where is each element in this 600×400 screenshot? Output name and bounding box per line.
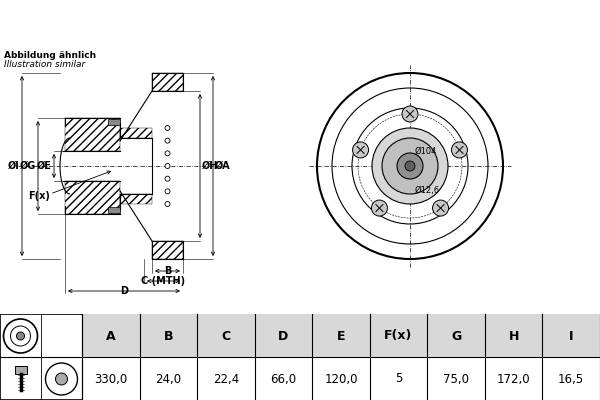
Text: 22,4: 22,4: [213, 372, 239, 386]
Circle shape: [165, 151, 170, 156]
Circle shape: [405, 161, 415, 171]
Text: Ø104: Ø104: [415, 147, 437, 156]
Circle shape: [165, 202, 170, 206]
Circle shape: [56, 373, 67, 385]
Bar: [65, 118, 120, 151]
Text: Abbildung ähnlich: Abbildung ähnlich: [4, 51, 96, 60]
Circle shape: [17, 332, 25, 340]
Bar: [65, 181, 120, 214]
Text: D: D: [278, 330, 289, 342]
Text: 16,5: 16,5: [558, 372, 584, 386]
Bar: [120, 128, 152, 138]
Text: F(x): F(x): [385, 330, 413, 342]
Circle shape: [372, 128, 448, 204]
Circle shape: [382, 138, 438, 194]
Circle shape: [451, 142, 467, 158]
Circle shape: [371, 200, 388, 216]
Text: A: A: [106, 330, 116, 342]
Circle shape: [165, 189, 170, 194]
Bar: [14, 366, 26, 374]
Text: E: E: [337, 330, 345, 342]
Text: G: G: [451, 330, 461, 342]
Circle shape: [315, 71, 505, 261]
Text: ØI: ØI: [8, 161, 20, 171]
Text: H: H: [508, 330, 519, 342]
Bar: [82, 314, 600, 357]
Text: Illustration similar: Illustration similar: [4, 60, 85, 69]
Text: F(x): F(x): [28, 191, 50, 201]
Text: 66,0: 66,0: [271, 372, 296, 386]
Bar: [108, 119, 120, 125]
Text: 330,0: 330,0: [94, 372, 127, 386]
Circle shape: [165, 176, 170, 181]
Circle shape: [165, 126, 170, 130]
Bar: [152, 73, 183, 91]
Text: C (MTH): C (MTH): [142, 276, 185, 286]
Bar: [120, 194, 152, 204]
Text: I: I: [569, 330, 574, 342]
Text: ØE: ØE: [37, 161, 52, 171]
Circle shape: [353, 142, 368, 158]
Text: 172,0: 172,0: [497, 372, 530, 386]
Bar: [82, 357, 600, 400]
Text: 424239: 424239: [379, 14, 461, 32]
Text: ØG: ØG: [20, 161, 36, 171]
Bar: [108, 207, 120, 213]
Circle shape: [433, 200, 449, 216]
Circle shape: [402, 106, 418, 122]
Text: D: D: [120, 286, 128, 296]
Text: C: C: [221, 330, 230, 342]
Text: 24.0124-0239.2: 24.0124-0239.2: [124, 14, 296, 32]
Text: 5: 5: [395, 372, 402, 386]
Text: 75,0: 75,0: [443, 372, 469, 386]
Circle shape: [165, 138, 170, 143]
Text: 120,0: 120,0: [324, 372, 358, 386]
Circle shape: [165, 164, 170, 168]
Text: B: B: [164, 266, 171, 276]
Text: ØH: ØH: [202, 161, 218, 171]
Text: ØA: ØA: [215, 161, 230, 171]
Text: Ø12,6: Ø12,6: [415, 186, 440, 195]
Text: 24,0: 24,0: [155, 372, 181, 386]
Circle shape: [397, 153, 423, 179]
Bar: [152, 241, 183, 259]
Text: B: B: [164, 330, 173, 342]
